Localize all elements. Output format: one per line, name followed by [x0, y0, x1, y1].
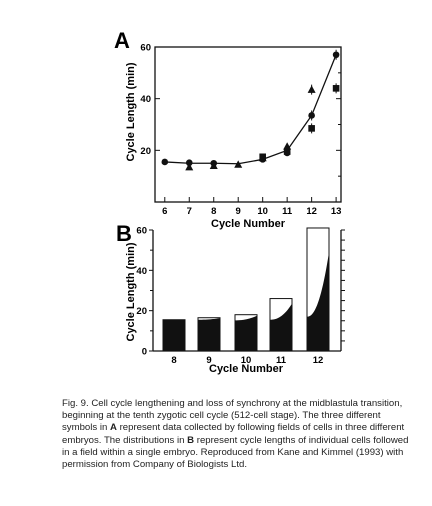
panel-b-category-label: 9 [206, 355, 211, 366]
panel-b-category-label: 11 [276, 355, 287, 366]
panel-a-point-square [308, 125, 315, 132]
panel-a-xtick-label: 7 [187, 206, 192, 217]
figure-caption: Fig. 9. Cell cycle lengthening and loss … [62, 398, 414, 471]
panel-a-xtick-label: 10 [257, 206, 268, 217]
caption-fig-label: Fig. 9. [62, 398, 89, 409]
panel-b-bar-distribution [198, 318, 220, 351]
panel-a-point-circle [185, 159, 193, 167]
panel-b-ytick-label: 0 [142, 347, 147, 358]
panel-b-ytick-label: 20 [136, 306, 147, 317]
panel-a-xtick-label: 12 [306, 206, 317, 217]
panel-a-xtick-label: 13 [331, 206, 342, 217]
panel-a-ytick-label: 60 [140, 43, 151, 54]
panel-b-category-label: 8 [171, 355, 176, 366]
panel-b-label: B [116, 221, 132, 246]
panel-b-category-label: 10 [241, 355, 252, 366]
panel-a: A Cycle Length (min) Cycle Number 6 7 8 9 10… [114, 28, 342, 230]
panel-b-ytick-label: 40 [136, 266, 147, 277]
panel-a-xtick-label: 6 [162, 206, 167, 217]
panel-b-category-label: 12 [313, 355, 324, 366]
panel-a-point-square [259, 153, 266, 161]
panel-a-point-circle [308, 112, 315, 119]
caption-ref-a: A [110, 422, 117, 434]
panel-a-point-triangle [307, 85, 316, 93]
panel-a-point-square [283, 148, 291, 155]
panel-a-xtick-label: 11 [282, 206, 293, 217]
panel-b-xlabel: Cycle Number [209, 363, 284, 375]
panel-a-xlabel: Cycle Number [211, 218, 286, 230]
panel-a-label: A [114, 28, 130, 53]
panel-a-point-triangle [209, 161, 218, 170]
panel-a-point-circle [161, 158, 169, 166]
caption-ref-b: B [187, 434, 195, 446]
panel-b-ylabel: Cycle Length (min) [125, 242, 137, 341]
panel-b: B Cycle Length (min) Cycle Number 0 20 40 6… [116, 221, 345, 375]
panel-a-point-triangle [185, 162, 194, 171]
panel-a-ylabel: Cycle Length (min) [125, 62, 137, 161]
panel-a-trend-line [164, 54, 337, 165]
panel-a-frame [154, 46, 342, 203]
caption-text-1: Cell cycle lengthening and loss of synch… [62, 398, 403, 434]
panel-b-ytick-label: 60 [136, 226, 147, 237]
panel-a-point-square [332, 85, 340, 92]
panel-a-xtick-label: 9 [236, 206, 241, 217]
panel-a-point-triangle [234, 160, 243, 168]
panel-a-xtick-label: 8 [211, 206, 216, 217]
panel-b-bar-distribution [270, 303, 292, 351]
panel-a-ytick-label: 40 [140, 94, 151, 105]
caption-text-3: represent cycle lengths of individual ce… [62, 434, 409, 471]
panel-a-point-triangle [283, 142, 292, 150]
panel-b-bar-distribution [307, 252, 329, 351]
panel-b-bar-distribution [235, 315, 257, 351]
panel-b-bar-distribution [163, 319, 185, 351]
figure-canvas: A Cycle Length (min) Cycle Number 6 7 8 9 10… [114, 28, 345, 375]
caption-text-2: represent data collected by following fi… [62, 422, 405, 446]
panel-a-ytick-label: 20 [140, 146, 151, 157]
panel-a-point-circle [332, 51, 340, 59]
